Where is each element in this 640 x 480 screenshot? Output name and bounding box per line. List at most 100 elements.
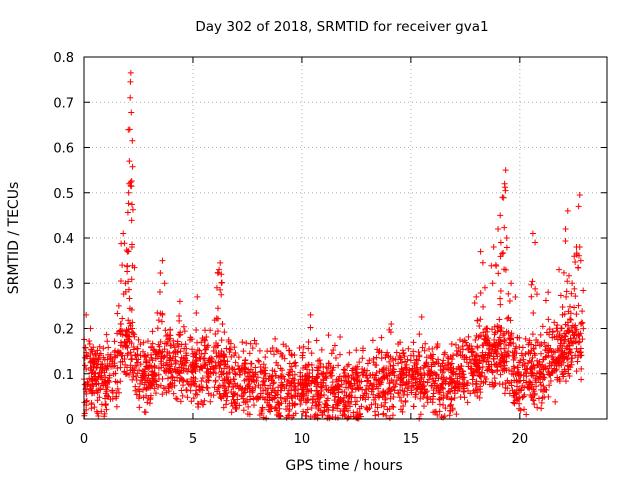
data-point: [102, 390, 109, 397]
data-point: [156, 348, 163, 355]
data-point: [328, 350, 335, 357]
data-point: [440, 374, 447, 381]
data-point: [507, 339, 514, 346]
data-point: [353, 347, 360, 354]
data-point: [497, 371, 504, 378]
data-point: [318, 346, 325, 353]
data-point: [501, 224, 508, 231]
data-point: [511, 354, 518, 361]
data-point: [465, 333, 472, 340]
data-point: [575, 339, 582, 346]
data-point: [459, 346, 466, 353]
data-point: [435, 375, 442, 382]
data-point: [474, 393, 481, 400]
data-point: [177, 398, 184, 405]
data-point: [377, 381, 384, 388]
data-point: [194, 391, 201, 398]
data-point: [398, 398, 405, 405]
data-point: [480, 354, 487, 361]
data-point: [577, 345, 584, 352]
data-point: [152, 390, 159, 397]
data-point: [562, 225, 569, 232]
data-point: [486, 342, 493, 349]
data-point: [508, 370, 515, 377]
data-point: [208, 354, 215, 361]
data-point: [575, 302, 582, 309]
data-point: [303, 388, 310, 395]
data-point: [495, 225, 502, 232]
data-point: [168, 361, 175, 368]
data-point: [425, 376, 432, 383]
data-point: [499, 250, 506, 257]
data-point: [302, 399, 309, 406]
data-point: [417, 395, 424, 402]
data-point: [508, 280, 515, 287]
data-point: [575, 264, 582, 271]
data-point: [202, 327, 209, 334]
data-point: [476, 373, 483, 380]
data-point: [264, 391, 271, 398]
data-point: [442, 380, 449, 387]
data-point: [334, 414, 341, 421]
data-point: [484, 325, 491, 332]
data-point: [244, 382, 251, 389]
data-point: [309, 366, 316, 373]
data-point: [135, 386, 142, 393]
data-point: [525, 350, 532, 357]
data-point: [445, 381, 452, 388]
data-point: [168, 369, 175, 376]
data-point: [179, 375, 186, 382]
data-point: [452, 341, 459, 348]
data-point: [531, 401, 538, 408]
data-point: [113, 393, 120, 400]
data-point: [128, 244, 135, 251]
data-point: [255, 382, 262, 389]
data-point: [113, 403, 120, 410]
data-point: [189, 369, 196, 376]
data-point: [96, 343, 103, 350]
data-point: [337, 334, 344, 341]
data-point: [391, 387, 398, 394]
data-point: [172, 348, 179, 355]
data-point: [435, 389, 442, 396]
data-point: [95, 412, 102, 419]
data-point: [254, 393, 261, 400]
data-point: [387, 363, 394, 370]
data-point: [130, 346, 137, 353]
data-point: [520, 356, 527, 363]
data-point: [139, 348, 146, 355]
data-point: [332, 393, 339, 400]
data-point: [404, 356, 411, 363]
data-point: [329, 379, 336, 386]
data-point: [214, 342, 221, 349]
data-point: [284, 402, 291, 409]
data-point: [229, 366, 236, 373]
y-tick-label: 0.4: [53, 232, 74, 247]
data-point: [284, 378, 291, 385]
data-point: [438, 384, 445, 391]
data-point: [274, 348, 281, 355]
data-point: [210, 392, 217, 399]
data-point: [476, 386, 483, 393]
data-point: [410, 403, 417, 410]
data-point: [88, 400, 95, 407]
data-point: [570, 340, 577, 347]
data-point: [202, 337, 209, 344]
data-point: [565, 338, 572, 345]
data-point: [511, 348, 518, 355]
data-point: [133, 391, 140, 398]
data-point: [504, 315, 511, 322]
data-point: [98, 380, 105, 387]
data-point: [496, 316, 503, 323]
data-point: [233, 405, 240, 412]
data-point: [434, 382, 441, 389]
data-point: [400, 379, 407, 386]
data-point: [468, 349, 475, 356]
data-point: [450, 352, 457, 359]
data-point: [307, 387, 314, 394]
data-point: [345, 361, 352, 368]
data-point: [571, 304, 578, 311]
data-point: [571, 332, 578, 339]
x-tick-label: 5: [189, 432, 197, 447]
